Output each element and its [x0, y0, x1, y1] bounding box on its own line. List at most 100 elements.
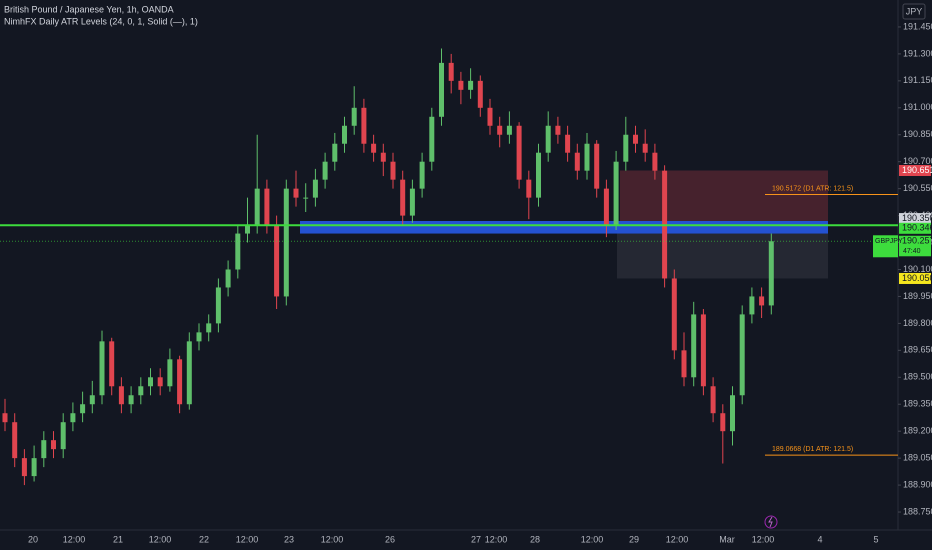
candle-body: [681, 350, 687, 378]
y-tick-label: 189.050: [903, 453, 932, 463]
candle-body: [536, 152, 541, 198]
candle-body: [283, 188, 289, 297]
atr-label: 190.5172 (D1 ATR: 121.5): [772, 185, 853, 192]
candle-body: [768, 241, 774, 306]
candle-body: [51, 440, 56, 450]
symbol-tag: [873, 235, 898, 258]
candle-body: [167, 359, 173, 387]
y-tick-label: 191.300: [903, 48, 932, 58]
candle-body: [274, 224, 280, 297]
price-tag-label: 190.257: [902, 236, 932, 246]
candle-body: [429, 116, 435, 162]
x-tick-label: 20: [28, 534, 38, 544]
candle-body: [118, 386, 124, 405]
countdown-bg: [899, 246, 931, 257]
price-tag: [899, 213, 931, 225]
candle-body: [749, 296, 755, 315]
candle-body: [80, 404, 86, 414]
x-tick-label: 12:00: [485, 534, 508, 544]
candle-body: [409, 188, 415, 216]
price-tag: [899, 222, 931, 234]
candle-body: [400, 179, 406, 216]
candle-body: [371, 143, 377, 153]
candle-body: [60, 422, 66, 450]
candle-body: [332, 143, 338, 162]
price-tag-label: 190.350: [902, 213, 932, 223]
y-tick-label: 188.750: [903, 506, 932, 516]
x-tick-label: 21: [113, 534, 123, 544]
x-tick-label: 28: [530, 534, 540, 544]
x-tick-label: 12:00: [63, 534, 86, 544]
candle-body: [633, 134, 638, 144]
price-tag: [899, 164, 931, 176]
candle-body: [342, 125, 347, 144]
y-tick-label: 189.500: [903, 372, 932, 382]
candle-body: [312, 179, 318, 198]
y-tick-label: 190.700: [903, 156, 932, 166]
price-tag-label: 190.651: [902, 165, 932, 175]
candle-body: [157, 377, 163, 387]
candle-body: [41, 440, 47, 459]
candle-body: [12, 422, 18, 459]
zone: [620, 170, 828, 221]
candle-body: [109, 341, 115, 387]
candle-body: [574, 152, 580, 171]
symbol-tag-label: GBPJPY: [875, 238, 903, 245]
x-tick-label: 12:00: [752, 534, 775, 544]
y-tick-label: 190.850: [903, 129, 932, 139]
price-tag: [899, 235, 931, 247]
candle-body: [225, 269, 231, 288]
candle-body: [245, 224, 250, 234]
candle-body: [186, 341, 192, 405]
candle-body: [506, 125, 512, 135]
x-tick-label: 12:00: [666, 534, 689, 544]
candle-body: [448, 62, 454, 81]
candle-body: [720, 413, 726, 432]
candle-body: [439, 62, 444, 117]
y-tick-label: 189.350: [903, 399, 932, 409]
candle-body: [322, 161, 328, 180]
x-tick-label: 27: [471, 534, 481, 544]
candle-body: [2, 413, 8, 423]
candle-body: [380, 152, 386, 162]
candle-body: [419, 161, 425, 189]
y-tick-label: 189.950: [903, 291, 932, 301]
currency-button[interactable]: [902, 3, 926, 20]
candle-body: [264, 188, 270, 225]
x-tick-label: 12:00: [581, 534, 604, 544]
candle-body: [128, 395, 134, 405]
zone: [300, 220, 828, 234]
candle-body: [545, 125, 551, 153]
x-tick-label: 26: [385, 534, 395, 544]
candle-body: [730, 395, 735, 432]
y-tick-label: 189.800: [903, 318, 932, 328]
candle-body: [739, 314, 745, 396]
lightning-icon[interactable]: [764, 515, 778, 529]
chart-title: British Pound / Japanese Yen, 1h, OANDA: [4, 4, 174, 14]
candle-body: [138, 386, 144, 396]
y-tick-label: 190.100: [903, 264, 932, 274]
zone: [617, 233, 828, 279]
candle-body: [759, 296, 765, 306]
lightning-icon[interactable]: [768, 516, 773, 528]
candle-body: [594, 143, 600, 189]
candle-body: [351, 107, 357, 126]
y-tick-label: 188.900: [903, 479, 932, 489]
currency-button-label[interactable]: JPY: [906, 6, 923, 16]
candle-body: [516, 125, 522, 180]
candle-body: [89, 395, 95, 405]
price-tag: [899, 272, 931, 284]
candle-body: [477, 80, 483, 108]
x-tick-label: 22: [199, 534, 209, 544]
candle-body: [603, 188, 609, 225]
x-tick-label: 12:00: [321, 534, 344, 544]
candle-body: [196, 332, 202, 342]
candle-body: [70, 413, 76, 423]
candle-body: [497, 125, 503, 135]
x-tick-label: 23: [284, 534, 294, 544]
candle-body: [361, 107, 367, 144]
x-tick-label: 5: [873, 534, 878, 544]
candle-body: [21, 458, 27, 477]
